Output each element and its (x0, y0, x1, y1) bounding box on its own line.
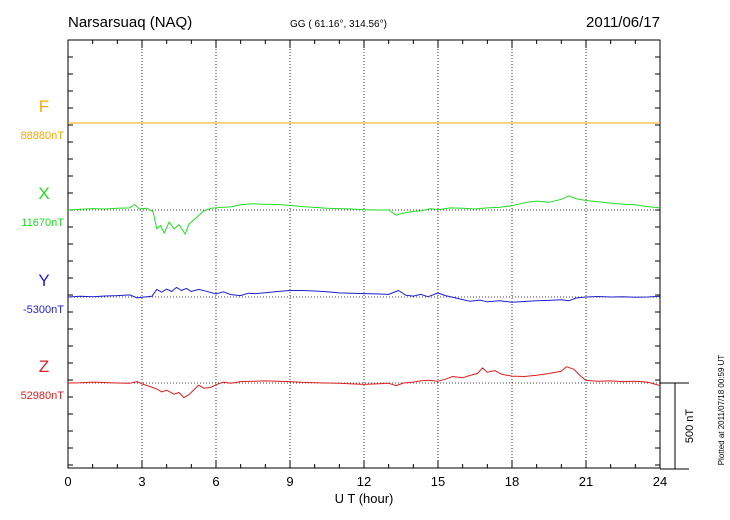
labels-layer: 0 3 6 9 12 15 18 21 24 F 88880nT X 11670nT Y -5300nT Z 5… (21, 97, 668, 489)
x-tick-label: 3 (138, 474, 145, 489)
scale-bar: 500 nT (660, 382, 696, 470)
plotted-at-note: Plotted at 2011/07/18 00:59 UT (717, 355, 726, 466)
series-baseline-f: 88880nT (21, 130, 65, 142)
series-line-y (67, 286, 661, 303)
ticks-layer (67, 40, 661, 468)
series-name-z: Z (39, 357, 49, 376)
x-tick-label: 12 (357, 474, 371, 489)
series-baseline-z: 52980nT (21, 390, 65, 402)
series-name-x: X (38, 184, 49, 203)
series-baseline-x: 11670nT (21, 217, 64, 229)
x-tick-label: 15 (431, 474, 445, 489)
series-name-y: Y (38, 271, 49, 290)
x-tick-label: 6 (212, 474, 219, 489)
x-tick-label: 9 (286, 474, 293, 489)
station-title: Narsarsuaq (NAQ) (68, 14, 192, 31)
scale-bar-label: 500 nT (684, 409, 696, 444)
series-layer (67, 122, 661, 399)
x-tick-label: 0 (64, 474, 71, 489)
series-line-z (67, 366, 661, 399)
x-tick-label: 21 (579, 474, 593, 489)
x-tick-label: 24 (653, 474, 667, 489)
coordinates-label: GG ( 61.16°, 314.56°) (290, 19, 387, 30)
series-baseline-y: -5300nT (23, 304, 64, 316)
grid-layer (68, 40, 660, 468)
x-tick-label: 18 (505, 474, 519, 489)
x-axis-label: U T (hour) (335, 491, 394, 506)
date-label: 2011/06/17 (586, 14, 660, 31)
series-line-x (67, 195, 661, 235)
series-name-f: F (39, 97, 49, 116)
